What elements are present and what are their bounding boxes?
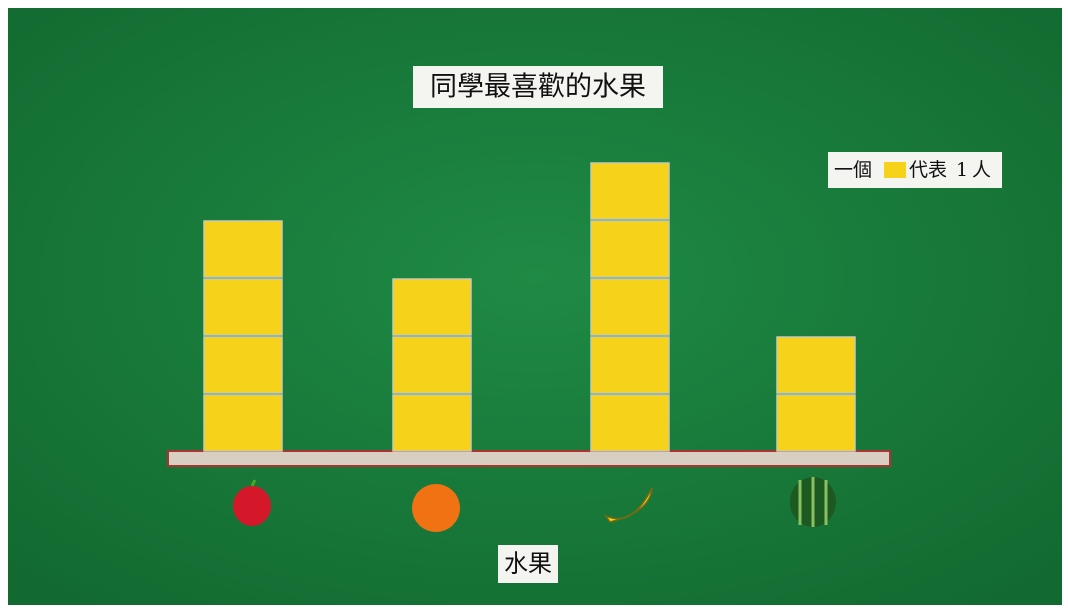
card (203, 220, 283, 278)
legend-middle: 代表 (909, 159, 947, 181)
card (590, 336, 670, 394)
card (392, 336, 472, 394)
legend-swatch (884, 162, 906, 178)
card (392, 394, 472, 452)
card (590, 220, 670, 278)
shelf (167, 450, 891, 467)
card (776, 394, 856, 452)
card-stack (776, 336, 856, 452)
chart-title: 同學最喜歡的水果 (430, 72, 646, 103)
legend-suffix: 人 (972, 159, 991, 181)
card (590, 278, 670, 336)
orange-icon (412, 484, 460, 532)
card (203, 278, 283, 336)
legend-unit: 1 (956, 159, 968, 181)
card-stack (392, 278, 472, 452)
apple-icon (233, 479, 271, 526)
card (776, 336, 856, 394)
card (590, 162, 670, 220)
x-axis-label: 水果 (504, 550, 552, 578)
card (203, 336, 283, 394)
legend-card (828, 152, 1002, 188)
card (590, 394, 670, 452)
watermelon-icon (790, 477, 836, 527)
legend-prefix: 一個 (834, 159, 872, 181)
card (392, 278, 472, 336)
card-stack (203, 220, 283, 452)
card (203, 394, 283, 452)
title-card (413, 66, 663, 108)
x-label-card (498, 545, 558, 583)
banana-icon (603, 487, 653, 523)
card-stack (590, 162, 670, 452)
